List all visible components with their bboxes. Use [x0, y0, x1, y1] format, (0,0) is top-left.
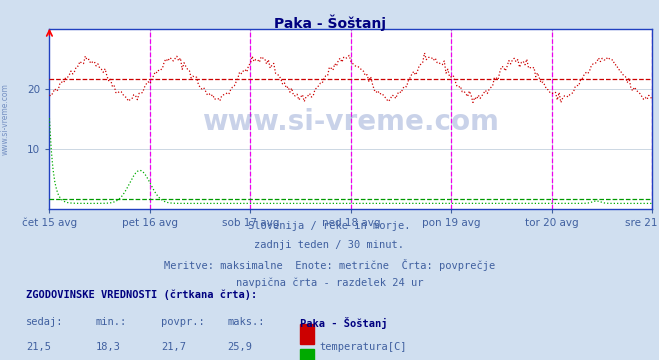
Text: 18,3: 18,3 — [96, 342, 121, 352]
Text: ZGODOVINSKE VREDNOSTI (črtkana črta):: ZGODOVINSKE VREDNOSTI (črtkana črta): — [26, 290, 258, 300]
Text: maks.:: maks.: — [227, 317, 265, 327]
Text: Paka - Šoštanj: Paka - Šoštanj — [273, 14, 386, 31]
Text: povpr.:: povpr.: — [161, 317, 205, 327]
Text: navpična črta - razdelek 24 ur: navpična črta - razdelek 24 ur — [236, 278, 423, 288]
Text: 21,7: 21,7 — [161, 342, 186, 352]
Text: sedaj:: sedaj: — [26, 317, 64, 327]
Text: 21,5: 21,5 — [26, 342, 51, 352]
Text: min.:: min.: — [96, 317, 127, 327]
Text: temperatura[C]: temperatura[C] — [320, 342, 407, 352]
Text: www.si-vreme.com: www.si-vreme.com — [202, 108, 500, 136]
Text: www.si-vreme.com: www.si-vreme.com — [1, 83, 10, 155]
Text: 25,9: 25,9 — [227, 342, 252, 352]
Text: Paka - Šoštanj: Paka - Šoštanj — [300, 317, 387, 329]
Text: Slovenija / reke in morje.: Slovenija / reke in morje. — [248, 221, 411, 231]
Text: Meritve: maksimalne  Enote: metrične  Črta: povprečje: Meritve: maksimalne Enote: metrične Črta… — [164, 259, 495, 271]
Text: zadnji teden / 30 minut.: zadnji teden / 30 minut. — [254, 240, 405, 250]
